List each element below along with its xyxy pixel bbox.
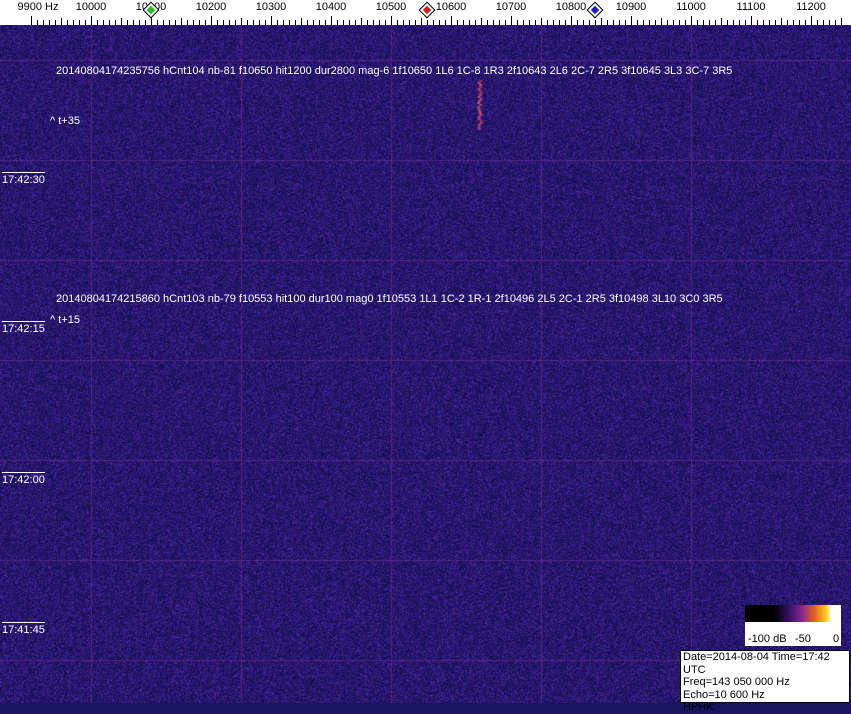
axis-tick xyxy=(151,16,152,25)
axis-tick xyxy=(391,16,392,25)
info-echo: Echo=10 600 Hz xyxy=(683,689,849,702)
color-scale-legend: -100 dB -50 0 xyxy=(745,605,841,646)
axis-tick xyxy=(631,16,632,25)
axis-tick xyxy=(91,16,92,25)
color-scale-bar xyxy=(745,605,841,622)
axis-tick xyxy=(721,18,722,25)
legend-label: -50 xyxy=(795,633,811,645)
axis-tick xyxy=(511,16,512,25)
axis-tick xyxy=(751,16,752,25)
info-freq: Freq=143 050 000 Hz xyxy=(683,676,849,689)
axis-tick xyxy=(541,18,542,25)
axis-tick xyxy=(421,18,422,25)
echo-annotation-2: 20140804174215860 hCnt103 nb-79 f10553 h… xyxy=(56,293,723,305)
axis-tick xyxy=(811,16,812,25)
axis-tick xyxy=(781,18,782,25)
echo-annotation-1: 20140804174235756 hCnt104 nb-81 f10650 h… xyxy=(56,65,732,77)
echo-offset-1: ^ t+35 xyxy=(50,115,80,127)
axis-tick-label: 10700 xyxy=(496,1,527,13)
axis-tick xyxy=(331,16,332,25)
axis-tick-label: 10800 xyxy=(556,1,587,13)
axis-tick xyxy=(661,18,662,25)
axis-tick-label: 10900 xyxy=(616,1,647,13)
axis-tick-label: 10500 xyxy=(376,1,407,13)
frequency-axis[interactable]: 9900 Hz 10000101001020010300104001050010… xyxy=(0,0,851,25)
axis-tick xyxy=(241,18,242,25)
time-label: 17:41:45 xyxy=(2,622,45,636)
waterfall-display[interactable] xyxy=(0,25,851,703)
axis-tick xyxy=(211,16,212,25)
axis-tick xyxy=(601,18,602,25)
axis-tick xyxy=(691,16,692,25)
axis-tick-label: 11100 xyxy=(737,1,766,13)
axis-tick xyxy=(841,18,842,25)
axis-tick-label: 10300 xyxy=(256,1,287,13)
legend-label: 0 xyxy=(833,633,839,645)
info-date-time: Date=2014-08-04 Time=17:42 UTC xyxy=(683,651,849,676)
axis-tick xyxy=(271,16,272,25)
axis-tick-label: 10000 xyxy=(76,1,107,13)
legend-label: -100 dB xyxy=(748,633,787,645)
axis-tick-label: 10400 xyxy=(316,1,347,13)
time-label: 17:42:00 xyxy=(2,472,45,486)
red-marker[interactable] xyxy=(420,3,434,17)
axis-tick-label: 10600 xyxy=(436,1,467,13)
axis-tick xyxy=(481,18,482,25)
axis-tick xyxy=(31,16,32,25)
axis-tick xyxy=(181,18,182,25)
blue-marker[interactable] xyxy=(588,3,602,17)
time-label: 17:42:15 xyxy=(2,321,45,335)
axis-tick xyxy=(121,18,122,25)
axis-tick xyxy=(361,18,362,25)
axis-tick xyxy=(61,18,62,25)
info-box: Date=2014-08-04 Time=17:42 UTC Freq=143 … xyxy=(680,650,850,703)
axis-tick-label: 11000 xyxy=(676,1,706,13)
axis-tick xyxy=(451,16,452,25)
echo-offset-2: ^ t+15 xyxy=(50,314,80,326)
axis-unit-label: 9900 Hz xyxy=(18,1,59,13)
axis-tick xyxy=(571,16,572,25)
axis-tick-label: 10200 xyxy=(196,1,227,13)
time-label: 17:42:30 xyxy=(2,172,45,186)
axis-tick-label: 11200 xyxy=(796,1,826,13)
axis-tick xyxy=(301,18,302,25)
